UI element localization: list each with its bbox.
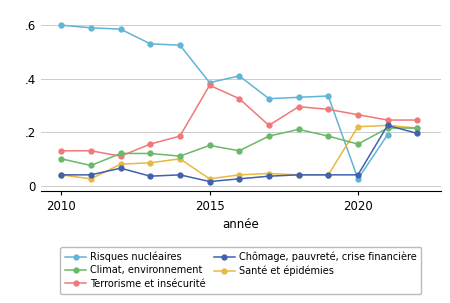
Risques nucléaires — [266, 97, 272, 101]
Terrorisme et insécurité — [414, 118, 420, 122]
Chômage, pauvreté, crise financière — [385, 124, 390, 127]
Chômage, pauvreté, crise financière — [414, 132, 420, 135]
Chômage, pauvreté, crise financière — [296, 173, 302, 177]
Line: Chômage, pauvreté, crise financière: Chômage, pauvreté, crise financière — [59, 123, 420, 184]
Climat, environnement — [118, 152, 123, 155]
Climat, environnement — [296, 128, 302, 131]
Risques nucléaires — [385, 133, 390, 137]
Chômage, pauvreté, crise financière — [355, 173, 360, 177]
Climat, environnement — [148, 152, 153, 155]
Chômage, pauvreté, crise financière — [58, 173, 64, 177]
Climat, environnement — [325, 134, 331, 138]
Terrorisme et insécurité — [355, 113, 360, 117]
Chômage, pauvreté, crise financière — [325, 173, 331, 177]
Terrorisme et insécurité — [58, 149, 64, 153]
Climat, environnement — [266, 134, 272, 138]
Risques nucléaires — [148, 42, 153, 46]
Risques nucléaires — [88, 26, 94, 30]
Chômage, pauvreté, crise financière — [207, 180, 212, 183]
Santé et épidémies — [148, 161, 153, 165]
Chômage, pauvreté, crise financière — [237, 177, 242, 181]
Santé et épidémies — [118, 162, 123, 166]
Risques nucléaires — [237, 74, 242, 78]
Climat, environnement — [355, 142, 360, 146]
Climat, environnement — [385, 126, 390, 130]
Line: Risques nucléaires: Risques nucléaires — [59, 23, 390, 181]
Santé et épidémies — [325, 173, 331, 177]
Chômage, pauvreté, crise financière — [177, 173, 183, 177]
Risques nucléaires — [58, 23, 64, 27]
Santé et épidémies — [296, 173, 302, 177]
Santé et épidémies — [88, 177, 94, 181]
Risques nucléaires — [177, 43, 183, 47]
Legend: Risques nucléaires, Climat, environnement, Terrorisme et insécurité, Chômage, pa: Risques nucléaires, Climat, environnemen… — [60, 247, 422, 294]
Line: Terrorisme et insécurité: Terrorisme et insécurité — [59, 83, 420, 158]
Santé et épidémies — [237, 173, 242, 177]
Climat, environnement — [237, 149, 242, 153]
Terrorisme et insécurité — [148, 142, 153, 146]
Terrorisme et insécurité — [296, 105, 302, 108]
Terrorisme et insécurité — [325, 108, 331, 111]
Climat, environnement — [177, 154, 183, 158]
Line: Climat, environnement: Climat, environnement — [59, 126, 420, 168]
Chômage, pauvreté, crise financière — [266, 174, 272, 178]
Climat, environnement — [207, 144, 212, 147]
Santé et épidémies — [414, 126, 420, 130]
Risques nucléaires — [207, 81, 212, 85]
Climat, environnement — [88, 164, 94, 167]
Santé et épidémies — [355, 125, 360, 128]
Risques nucléaires — [296, 95, 302, 99]
Risques nucléaires — [355, 177, 360, 181]
Santé et épidémies — [177, 157, 183, 161]
Santé et épidémies — [58, 173, 64, 177]
Line: Santé et épidémies: Santé et épidémies — [59, 123, 420, 181]
Terrorisme et insécurité — [266, 124, 272, 127]
Santé et épidémies — [266, 172, 272, 175]
Terrorisme et insécurité — [237, 97, 242, 101]
Santé et épidémies — [207, 177, 212, 181]
Risques nucléaires — [325, 94, 331, 98]
Chômage, pauvreté, crise financière — [148, 174, 153, 178]
Terrorisme et insécurité — [385, 118, 390, 122]
Terrorisme et insécurité — [177, 134, 183, 138]
Chômage, pauvreté, crise financière — [118, 166, 123, 170]
Chômage, pauvreté, crise financière — [88, 173, 94, 177]
X-axis label: année: année — [222, 218, 259, 231]
Climat, environnement — [58, 157, 64, 161]
Terrorisme et insécurité — [118, 154, 123, 158]
Terrorisme et insécurité — [88, 149, 94, 153]
Climat, environnement — [414, 126, 420, 130]
Terrorisme et insécurité — [207, 83, 212, 87]
Santé et épidémies — [385, 124, 390, 127]
Risques nucléaires — [118, 27, 123, 31]
